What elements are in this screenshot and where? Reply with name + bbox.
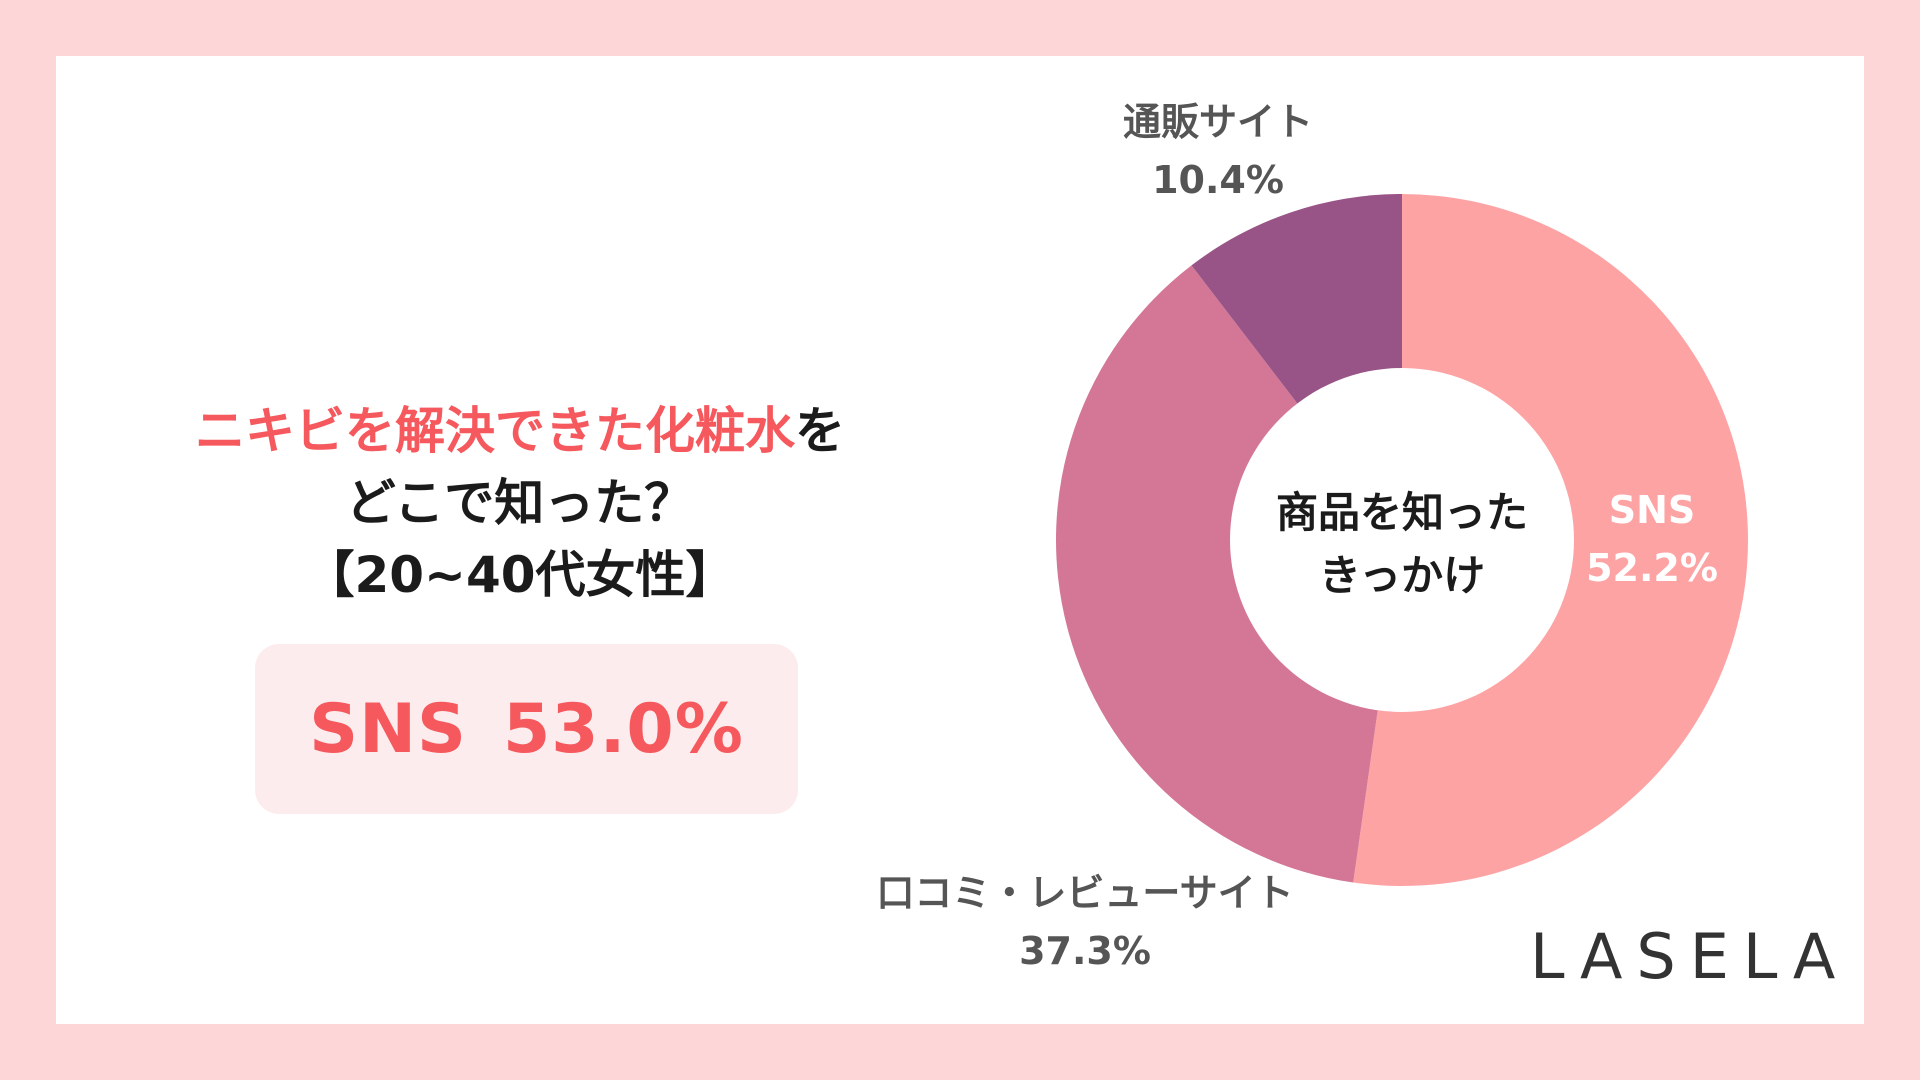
chart-headline: ニキビを解決できた化粧水を どこで知った？ 【20~40代女性】 [120, 395, 920, 611]
headline-line-1: ニキビを解決できた化粧水を [120, 395, 920, 467]
headline-line-1-rest: を [795, 402, 845, 460]
center-label-line-2: きっかけ [1319, 551, 1485, 600]
highlight-label: SNS [309, 689, 467, 769]
slice-value-2: 37.3% [1019, 929, 1151, 973]
headline-line-3: 【20~40代女性】 [304, 546, 736, 604]
brand-logo: LASELA [1530, 920, 1850, 993]
slice-label-1: SNS [1609, 488, 1696, 532]
center-label-line-1: 商品を知った [1276, 488, 1528, 537]
donut-hole [1230, 368, 1574, 712]
headline-accent: ニキビを解決できた化粧水 [195, 402, 795, 460]
highlight-answer-box: SNS 53.0% [255, 644, 798, 814]
slice-label-3: 通販サイト [1123, 100, 1313, 144]
highlight-value: 53.0% [502, 689, 744, 769]
headline-line-2: どこで知った？ [345, 474, 695, 532]
donut-slice-2 [1055, 265, 1402, 883]
slice-value-1: 52.2% [1586, 546, 1718, 590]
slice-labels: SNS 52.2% 口コミ・レビューサイト 37.3% 通販サイト 10.4% [876, 100, 1718, 973]
slice-label-2: 口コミ・レビューサイト [876, 871, 1293, 915]
slice-value-3: 10.4% [1152, 158, 1284, 202]
